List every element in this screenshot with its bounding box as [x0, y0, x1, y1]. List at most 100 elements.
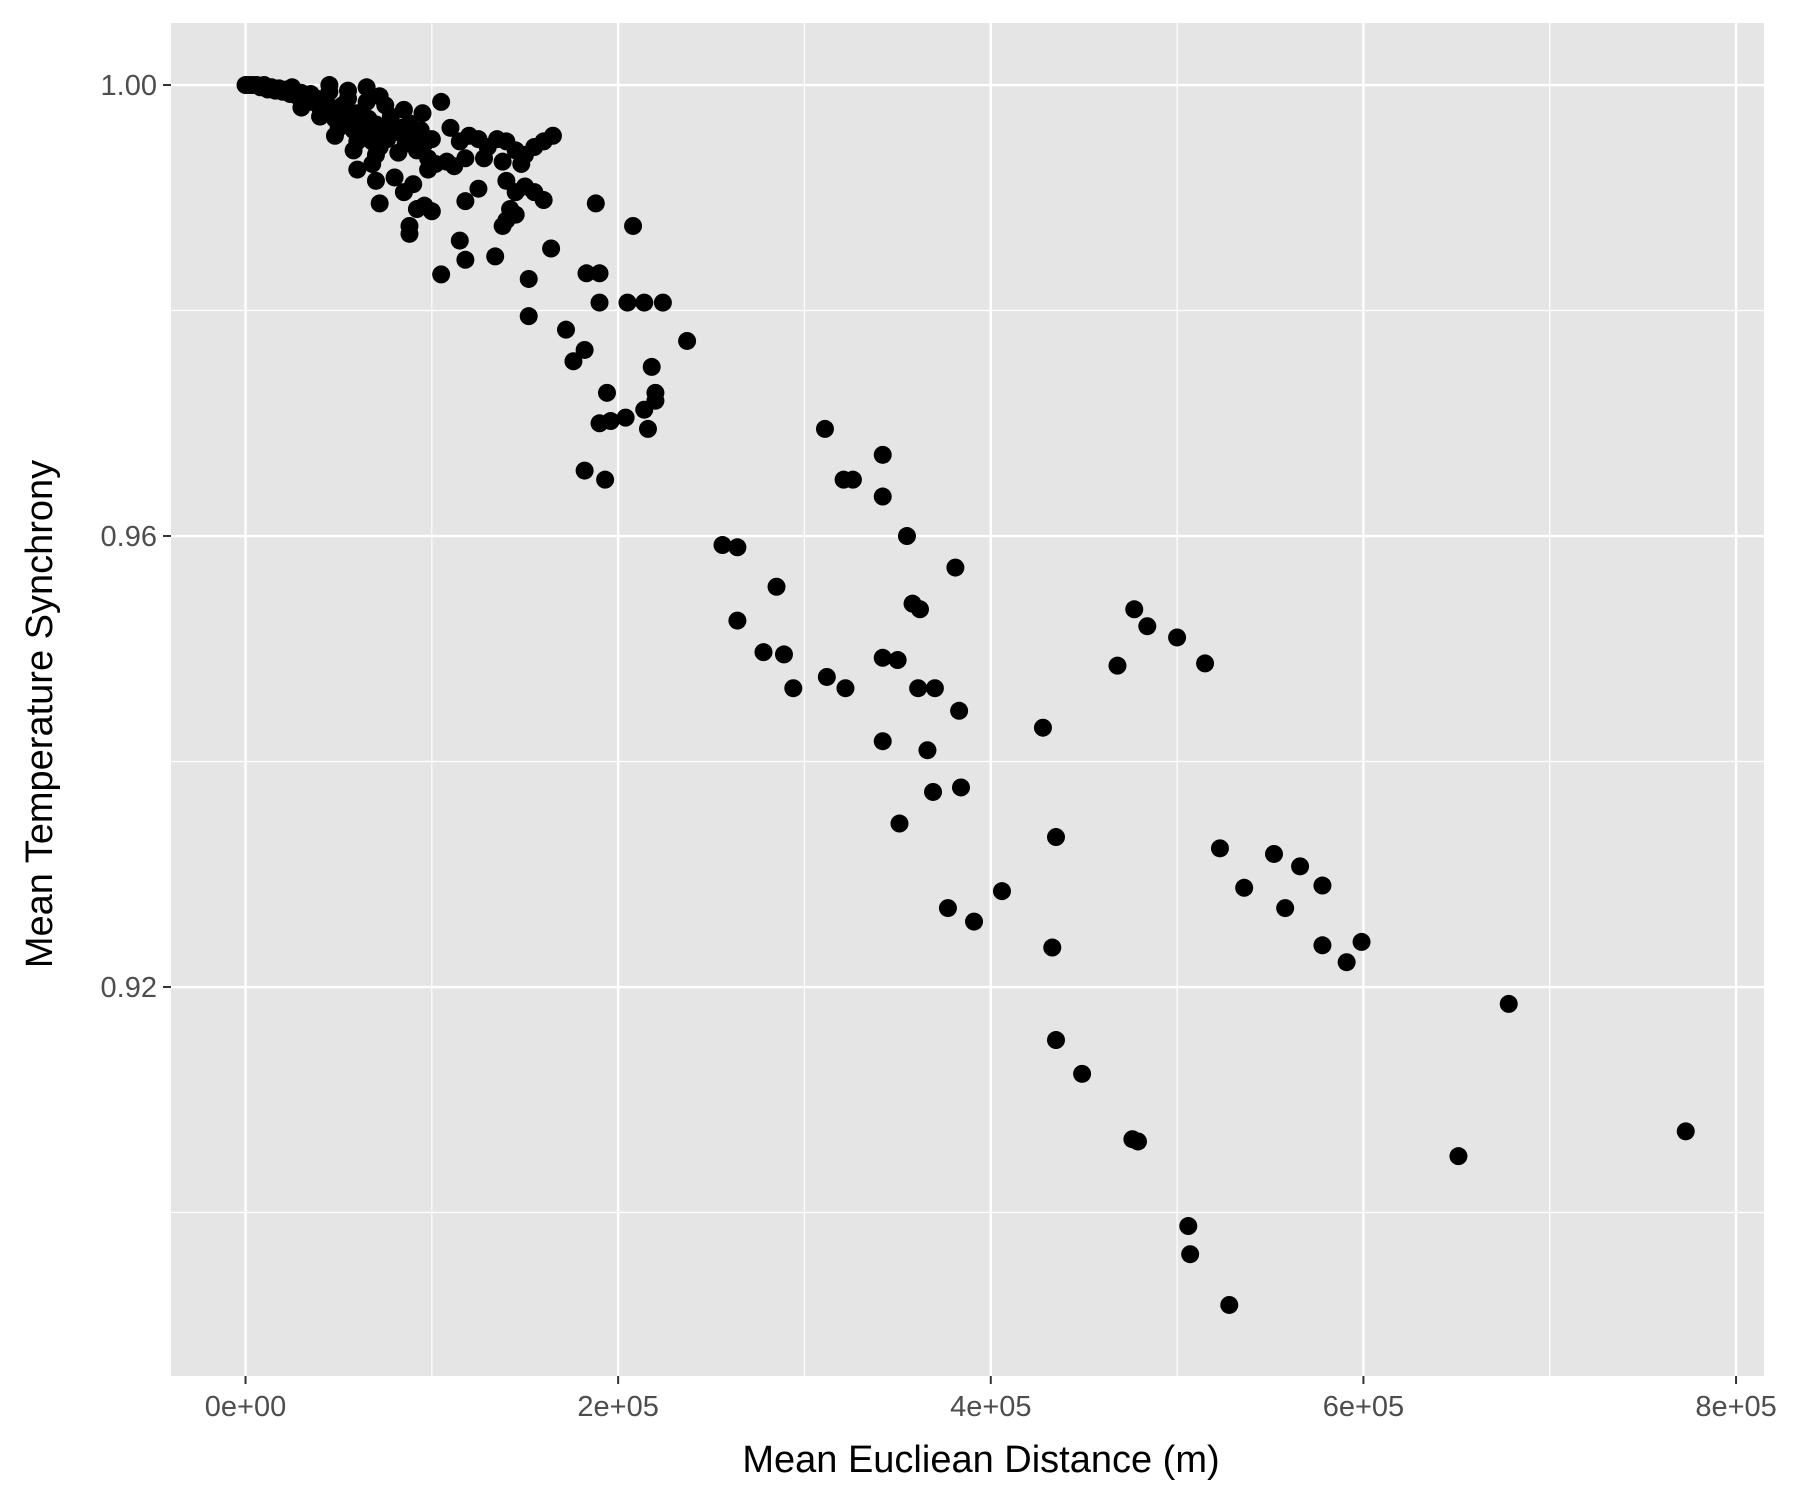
data-point: [1220, 1295, 1239, 1314]
data-point: [946, 558, 965, 577]
data-point: [432, 92, 451, 111]
data-point: [951, 778, 970, 797]
data-point: [512, 154, 531, 173]
data-point: [873, 648, 892, 667]
data-point: [938, 899, 957, 918]
data-point: [385, 168, 404, 187]
data-point: [577, 264, 596, 283]
x-tick-label: 6e+05: [1323, 1391, 1404, 1423]
data-point: [1047, 828, 1065, 847]
x-tick-label: 0e+00: [205, 1391, 286, 1423]
data-point: [1181, 1245, 1200, 1264]
data-point: [348, 160, 367, 179]
y-axis-title: Mean Temperature Synchrony: [19, 460, 61, 968]
data-point: [1033, 718, 1052, 737]
data-point: [1047, 1031, 1065, 1050]
data-points: [236, 76, 1695, 1314]
data-point: [575, 340, 594, 359]
data-point: [635, 293, 654, 312]
x-axis: 0e+00 2e+05 4e+05 6e+05 8e+05: [205, 1376, 1777, 1423]
data-point: [456, 250, 475, 269]
data-point: [590, 414, 609, 433]
data-point: [910, 600, 929, 619]
data-point: [301, 85, 320, 104]
data-point: [817, 667, 836, 686]
data-point: [897, 527, 916, 546]
data-point: [493, 152, 512, 171]
data-point: [597, 383, 616, 402]
data-point: [924, 782, 943, 801]
data-point: [283, 78, 302, 97]
data-point: [642, 357, 661, 376]
data-point: [590, 264, 609, 283]
data-point: [542, 239, 561, 258]
data-point: [918, 741, 937, 760]
y-axis: 1.00 0.96 0.92: [101, 70, 171, 1004]
data-point: [1235, 878, 1254, 897]
data-point: [888, 651, 907, 670]
data-point: [422, 130, 441, 149]
data-point: [1276, 899, 1295, 918]
data-point: [366, 171, 385, 190]
data-point: [1676, 1122, 1695, 1141]
x-tick-label: 8e+05: [1695, 1391, 1776, 1423]
minor-gridlines: [171, 23, 1764, 1376]
data-point: [1128, 1132, 1147, 1151]
data-point: [486, 247, 505, 266]
data-point: [1291, 857, 1310, 876]
data-point: [413, 104, 432, 123]
data-point: [754, 643, 773, 662]
data-point: [873, 732, 892, 751]
data-point: [950, 701, 969, 720]
data-point: [1264, 844, 1283, 863]
data-point: [1337, 953, 1356, 972]
data-point: [1073, 1064, 1092, 1083]
data-point: [325, 126, 344, 145]
data-point: [564, 352, 583, 371]
x-axis-title: Mean Eucliean Distance (m): [742, 1439, 1219, 1481]
data-point: [469, 179, 488, 198]
data-point: [1352, 932, 1371, 951]
data-point: [713, 536, 732, 555]
data-point: [363, 154, 382, 173]
data-point: [394, 183, 413, 202]
data-point: [1449, 1147, 1468, 1166]
data-point: [534, 191, 553, 210]
data-point: [616, 408, 635, 427]
y-tick-label: 0.92: [101, 972, 157, 1004]
data-point: [873, 445, 892, 464]
data-point: [432, 265, 451, 284]
data-point: [635, 400, 654, 419]
x-tick-label: 4e+05: [950, 1391, 1031, 1423]
data-point: [543, 126, 562, 145]
data-point: [575, 461, 594, 480]
data-point: [992, 882, 1011, 901]
data-point: [422, 202, 441, 221]
data-point: [292, 98, 311, 117]
data-point: [370, 87, 389, 106]
data-point: [357, 78, 376, 97]
plot-panel: [171, 23, 1764, 1376]
data-point: [653, 293, 672, 312]
data-point: [1179, 1217, 1198, 1236]
data-point: [1499, 994, 1518, 1013]
data-point: [445, 157, 464, 176]
data-point: [1043, 938, 1062, 957]
data-point: [320, 76, 339, 95]
data-point: [450, 231, 469, 250]
data-point: [925, 679, 944, 698]
data-point: [519, 307, 538, 326]
data-point: [1168, 628, 1187, 647]
major-gridlines: [171, 23, 1764, 1376]
data-point: [624, 216, 643, 235]
data-point: [1138, 617, 1157, 636]
x-tick-label: 2e+05: [577, 1391, 658, 1423]
y-tick-label: 0.96: [101, 521, 157, 553]
data-point: [767, 577, 786, 596]
data-point: [400, 224, 419, 243]
data-point: [890, 814, 909, 833]
y-tick-label: 1.00: [101, 70, 157, 102]
data-point: [339, 81, 357, 100]
